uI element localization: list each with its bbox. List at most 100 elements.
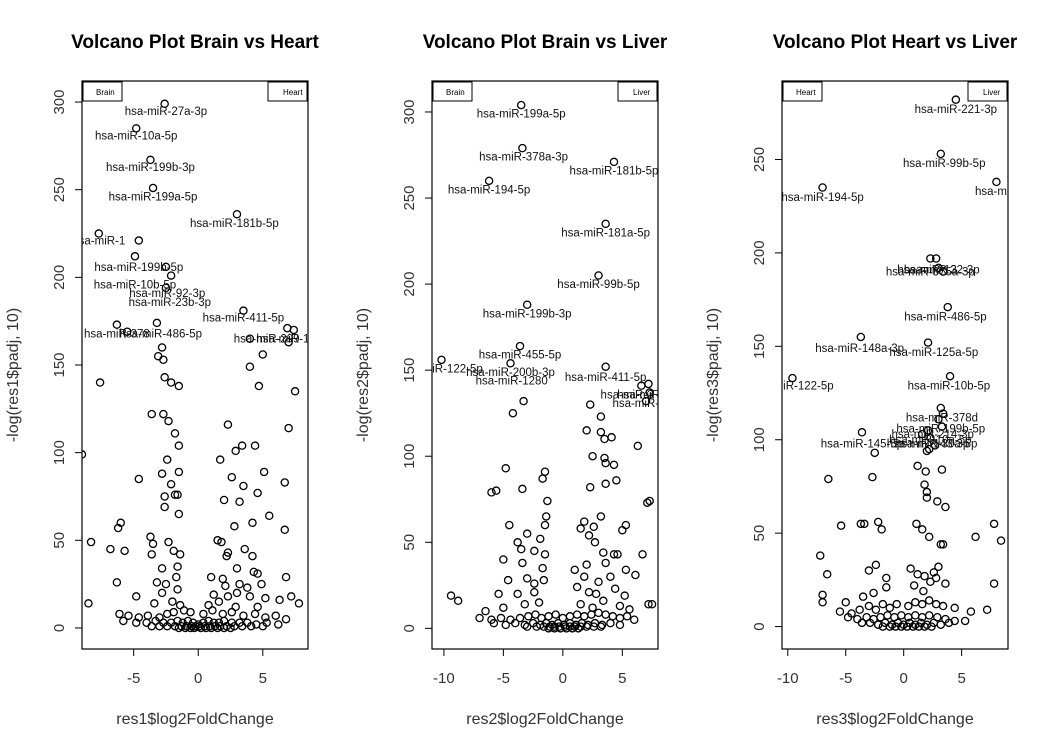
data-point bbox=[153, 351, 163, 361]
data-point bbox=[201, 623, 211, 633]
data-point bbox=[215, 455, 225, 464]
data-point bbox=[596, 622, 606, 631]
data-point bbox=[924, 596, 934, 605]
gene-label: hsa-miR-23b-3p bbox=[129, 297, 211, 309]
data-point bbox=[265, 511, 274, 521]
data-point bbox=[213, 536, 222, 545]
data-point bbox=[148, 183, 158, 193]
data-point bbox=[515, 341, 525, 351]
data-point bbox=[522, 574, 532, 583]
data-point bbox=[152, 318, 162, 328]
data-point bbox=[922, 493, 932, 502]
data-point bbox=[989, 579, 999, 588]
data-point bbox=[857, 618, 867, 628]
data-point bbox=[152, 578, 162, 587]
data-point bbox=[590, 538, 600, 547]
data-point bbox=[645, 496, 654, 506]
data-point bbox=[124, 611, 133, 620]
data-point bbox=[601, 558, 610, 568]
data-point bbox=[938, 267, 948, 276]
y-tick-label: 100 bbox=[401, 444, 418, 469]
data-point bbox=[841, 598, 850, 607]
data-point bbox=[891, 622, 900, 631]
data-point bbox=[904, 601, 913, 611]
data-point bbox=[951, 95, 961, 104]
data-point bbox=[213, 623, 222, 633]
legend-box-left bbox=[782, 81, 823, 102]
data-point bbox=[522, 300, 532, 310]
data-point bbox=[924, 611, 934, 620]
data-point bbox=[227, 607, 237, 617]
data-point bbox=[929, 568, 939, 577]
data-point bbox=[134, 474, 144, 484]
x-axis-label: res1$log2FoldChange bbox=[116, 711, 274, 728]
data-point bbox=[249, 567, 259, 577]
data-point bbox=[271, 611, 280, 620]
gene-label: hsa-miR-221-3p bbox=[915, 104, 997, 116]
plot-frame bbox=[431, 80, 659, 650]
data-point bbox=[481, 606, 490, 616]
data-point bbox=[208, 606, 217, 615]
data-points bbox=[437, 100, 657, 633]
legend-label-right: Heart bbox=[283, 88, 303, 97]
gene-label: hsa-miR-199b-3p bbox=[483, 308, 572, 320]
gene-label: hsa-miR-411-5p bbox=[565, 372, 647, 384]
data-point bbox=[534, 598, 544, 607]
data-point bbox=[515, 613, 525, 623]
data-point bbox=[520, 599, 530, 609]
data-point bbox=[217, 537, 226, 547]
data-point bbox=[239, 611, 248, 620]
data-point bbox=[911, 598, 920, 607]
data-point bbox=[530, 546, 539, 556]
data-point bbox=[257, 579, 266, 589]
data-point bbox=[487, 488, 496, 497]
data-point bbox=[550, 624, 559, 633]
data-point bbox=[499, 603, 508, 612]
legend-box-right bbox=[267, 81, 308, 102]
data-point bbox=[818, 598, 827, 607]
gene-label: hsa-miR-30a-5p bbox=[895, 438, 977, 450]
data-point bbox=[908, 622, 918, 631]
data-point bbox=[917, 429, 927, 439]
data-point bbox=[913, 570, 922, 579]
data-point bbox=[540, 467, 550, 476]
data-point bbox=[865, 618, 875, 628]
data-point bbox=[281, 614, 291, 624]
data-point bbox=[134, 236, 144, 245]
data-point bbox=[168, 597, 177, 606]
data-point bbox=[989, 519, 999, 529]
data-point bbox=[906, 564, 915, 573]
data-point bbox=[218, 609, 228, 619]
gene-labels: hsa-miR-221-3p hsa-miR-99b-5p hsa-miR-194-… bbox=[782, 104, 1008, 450]
data-point bbox=[596, 512, 606, 521]
data-point bbox=[853, 614, 862, 624]
data-point bbox=[174, 381, 184, 391]
data-point bbox=[161, 262, 171, 272]
data-point bbox=[113, 523, 123, 533]
x-tick-label: -5 bbox=[497, 670, 510, 687]
data-point bbox=[625, 605, 634, 614]
data-point bbox=[539, 622, 549, 631]
data-point bbox=[146, 532, 155, 542]
data-point bbox=[882, 573, 891, 583]
y-tick-label: 300 bbox=[51, 90, 68, 115]
data-point bbox=[147, 621, 156, 631]
data-point bbox=[518, 143, 527, 153]
data-point bbox=[883, 611, 892, 620]
data-point bbox=[181, 623, 190, 633]
data-point bbox=[261, 593, 270, 603]
data-point bbox=[162, 455, 172, 464]
data-point bbox=[576, 622, 585, 631]
data-point bbox=[166, 479, 176, 489]
data-point bbox=[982, 605, 992, 615]
data-point bbox=[437, 355, 446, 365]
data-point bbox=[453, 596, 463, 606]
data-point bbox=[446, 591, 456, 600]
data-point bbox=[941, 502, 950, 512]
data-point bbox=[95, 378, 105, 387]
data-point bbox=[538, 563, 547, 573]
data-point bbox=[565, 612, 575, 621]
data-point bbox=[161, 579, 171, 589]
data-point bbox=[166, 378, 176, 387]
data-point bbox=[231, 446, 240, 456]
